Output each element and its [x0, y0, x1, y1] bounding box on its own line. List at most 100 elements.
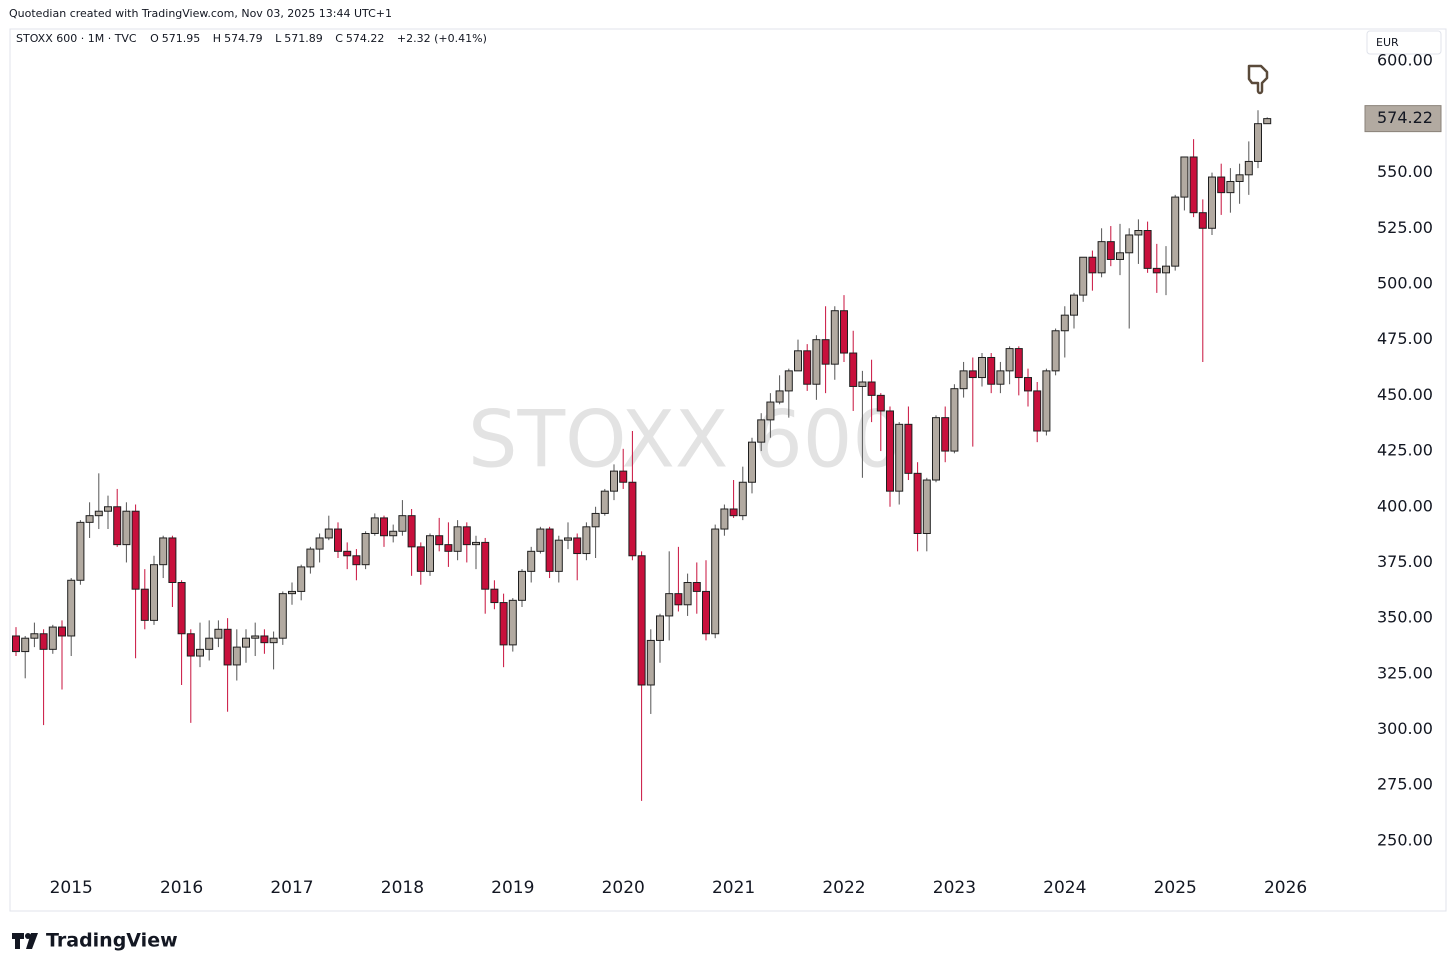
candle-body: [324, 528, 333, 539]
candle-body: [196, 648, 204, 657]
candle-body: [610, 470, 618, 492]
candle-body: [922, 479, 931, 534]
y-tick-label: 400.00: [1377, 496, 1433, 515]
candle-body: [702, 590, 710, 635]
candle-body: [913, 472, 922, 534]
candle-body: [104, 506, 112, 512]
y-tick-label: 600.00: [1377, 51, 1433, 70]
candle-body: [738, 481, 747, 517]
candle-body: [370, 517, 379, 534]
candle-body: [490, 588, 499, 604]
candle-body: [950, 388, 959, 452]
candle-body: [932, 417, 940, 481]
candle-body: [711, 528, 720, 635]
candle-body: [600, 490, 609, 514]
legend-value: 571.95: [161, 32, 201, 45]
candle-body: [242, 637, 250, 648]
candle-body: [288, 590, 296, 595]
candle-body: [1116, 252, 1124, 260]
candle-body: [904, 423, 913, 474]
candle-body: [1235, 174, 1244, 182]
candle-body: [729, 508, 738, 517]
footer-logo: [12, 933, 38, 949]
candle-body: [407, 515, 416, 548]
candle-body: [554, 539, 563, 572]
candle-body: [398, 515, 407, 532]
candle-body: [140, 588, 149, 621]
x-tick-label: 2017: [270, 878, 313, 898]
candle-body: [1217, 176, 1226, 194]
candle-body: [867, 381, 876, 396]
y-tick-label: 250.00: [1377, 830, 1433, 849]
candle-body: [94, 510, 103, 517]
x-tick-label: 2026: [1264, 878, 1307, 898]
candle-body: [462, 526, 471, 546]
candle-body: [352, 555, 361, 566]
candle-body: [582, 526, 591, 555]
candle-body: [85, 515, 94, 523]
candle-body: [840, 310, 848, 354]
candle-body: [21, 637, 30, 653]
candle-body: [113, 506, 122, 546]
candle-body: [453, 526, 462, 552]
watermark: STOXX 600: [468, 395, 902, 485]
candle-body: [435, 535, 444, 546]
candle-body: [849, 352, 858, 387]
legend-label: L: [275, 32, 282, 45]
candle-body: [830, 310, 839, 365]
candle-body: [876, 394, 885, 412]
candle-body: [343, 550, 352, 557]
candle-body: [821, 339, 830, 365]
candle-body: [481, 541, 490, 590]
x-tick-label: 2022: [822, 878, 865, 898]
candle-body: [159, 537, 168, 566]
change: +2.32 (+0.41%): [396, 32, 487, 45]
candle-body: [214, 628, 223, 639]
candle-body: [1097, 241, 1106, 274]
legend-label: C: [335, 32, 343, 45]
candle-body: [683, 582, 692, 606]
candle-body: [186, 633, 195, 657]
candle-body: [858, 381, 867, 387]
candle-body: [1171, 196, 1180, 267]
x-tick-label: 2016: [160, 878, 203, 898]
candle-body: [1014, 348, 1023, 379]
candle-body: [315, 537, 324, 550]
y-tick-label: 475.00: [1377, 329, 1433, 348]
candle-body: [205, 637, 214, 650]
candle-body: [573, 537, 582, 555]
y-tick-label: 550.00: [1377, 162, 1433, 181]
candle-body: [58, 626, 66, 637]
candle-body: [361, 532, 370, 566]
legend-label: O: [150, 32, 159, 45]
candle-body: [1244, 160, 1253, 176]
candle-body: [757, 419, 766, 443]
x-tick-label: 2015: [50, 878, 93, 898]
x-tick-label: 2020: [602, 878, 645, 898]
candle-body: [380, 517, 388, 537]
candle-body: [766, 401, 775, 421]
y-tick-label: 375.00: [1377, 552, 1433, 571]
x-tick-label: 2024: [1043, 878, 1086, 898]
x-tick-label: 2021: [712, 878, 755, 898]
candle-body: [637, 555, 646, 686]
credit: Quotedian created with TradingView.com, …: [9, 7, 392, 20]
candle-body: [536, 528, 545, 552]
candle-body: [720, 508, 729, 530]
candle-body: [426, 535, 434, 572]
currency[interactable]: EUR: [1376, 36, 1399, 49]
candle-body: [1208, 176, 1216, 229]
candle-body: [1180, 156, 1189, 198]
legend-value: 574.79: [224, 32, 263, 45]
candle-body: [959, 370, 968, 390]
footer-brand: TradingView: [46, 930, 178, 952]
candle-body: [527, 550, 536, 572]
candle-body: [1198, 212, 1207, 229]
candle-body: [692, 582, 701, 592]
candle-body: [564, 537, 572, 541]
x-tick-label: 2019: [491, 878, 534, 898]
candle-body: [1042, 370, 1051, 432]
currency-box[interactable]: [1366, 30, 1442, 55]
candle-body: [1143, 230, 1152, 269]
